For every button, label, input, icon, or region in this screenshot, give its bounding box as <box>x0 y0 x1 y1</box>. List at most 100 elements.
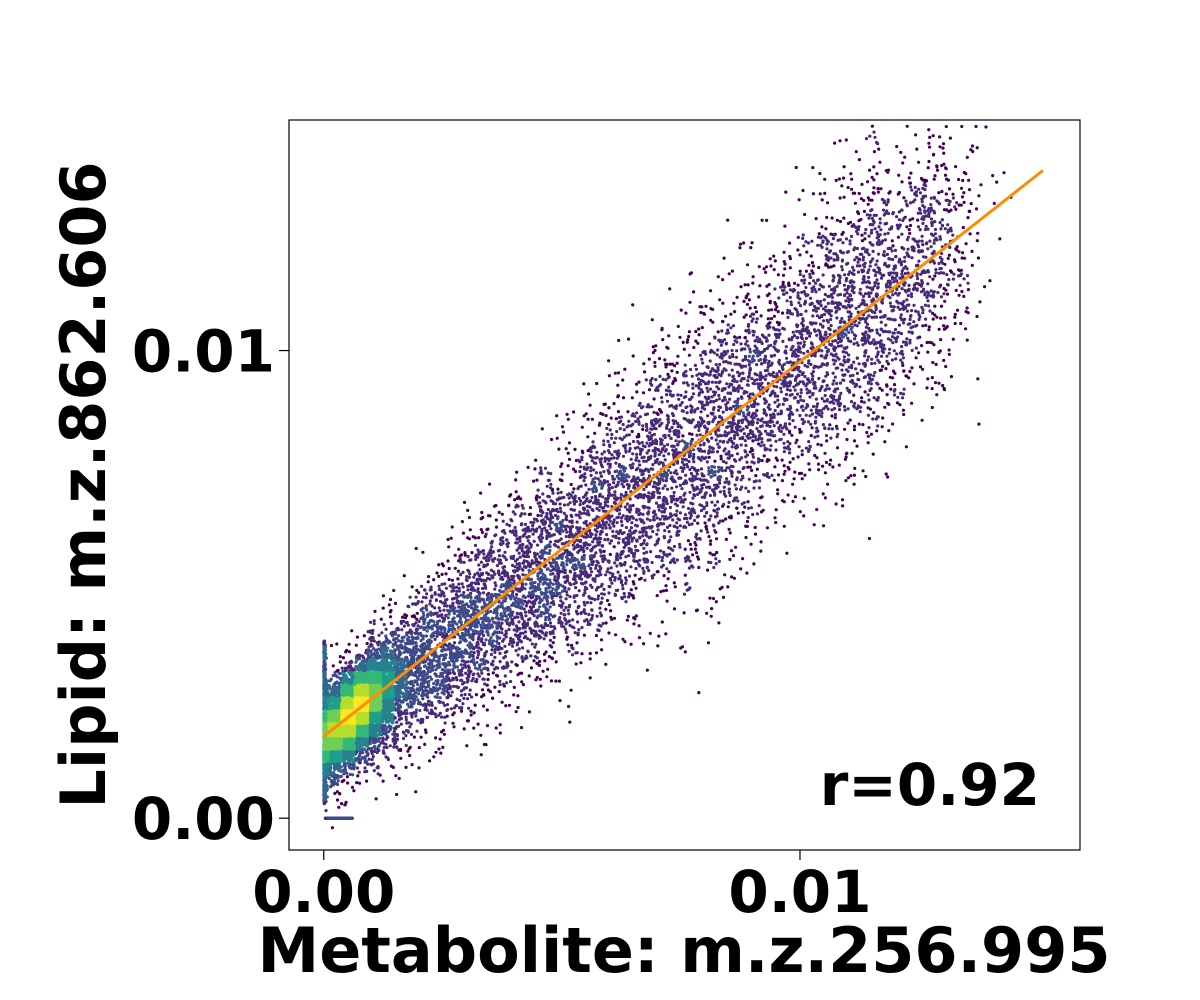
scatter-point <box>826 348 831 352</box>
scatter-point <box>451 583 455 587</box>
scatter-point <box>338 660 342 664</box>
scatter-point <box>672 524 676 528</box>
scatter-point <box>869 209 873 213</box>
scatter-point <box>867 198 872 202</box>
scatter-point <box>684 369 688 373</box>
scatter-point <box>812 404 816 409</box>
scatter-point <box>721 278 725 282</box>
scatter-point <box>783 350 787 354</box>
scatter-point <box>702 311 706 315</box>
scatter-point <box>612 441 616 445</box>
scatter-point <box>583 603 587 607</box>
scatter-point <box>860 399 864 404</box>
scatter-point <box>709 614 713 618</box>
scatter-point <box>622 428 626 432</box>
scatter-point <box>768 448 772 452</box>
scatter-point <box>767 403 771 407</box>
scatter-point <box>868 134 872 138</box>
scatter-point <box>662 553 667 557</box>
scatter-point <box>947 209 951 214</box>
scatter-point <box>850 177 854 181</box>
scatter-point <box>744 486 748 490</box>
scatter-point <box>771 389 775 393</box>
scatter-point <box>793 388 797 392</box>
scatter-point <box>748 450 752 454</box>
scatter-point <box>730 575 734 579</box>
scatter-point <box>911 325 915 329</box>
scatter-point <box>684 559 688 563</box>
scatter-point <box>877 252 881 256</box>
scatter-point <box>472 672 476 676</box>
scatter-point <box>793 425 797 429</box>
scatter-point <box>846 407 850 411</box>
scatter-point <box>608 571 612 575</box>
scatter-point <box>857 321 861 325</box>
scatter-point <box>721 519 725 523</box>
scatter-point <box>489 548 493 552</box>
scatter-point <box>850 378 854 382</box>
scatter-point <box>729 514 733 518</box>
scatter-point <box>498 723 502 727</box>
scatter-point <box>520 680 524 684</box>
scatter-point <box>957 293 961 297</box>
scatter-point <box>904 445 909 449</box>
scatter-point <box>988 279 992 283</box>
scatter-point <box>933 174 937 178</box>
scatter-point <box>652 432 657 436</box>
scatter-point <box>862 198 866 203</box>
scatter-point <box>853 225 857 229</box>
scatter-point <box>934 268 938 272</box>
scatter-point <box>549 437 554 442</box>
scatter-point <box>476 548 480 552</box>
scatter-point <box>947 278 951 282</box>
scatter-point <box>459 693 464 697</box>
scatter-point <box>862 400 866 404</box>
scatter-point <box>707 455 711 459</box>
scatter-point <box>647 474 652 478</box>
scatter-point <box>888 301 893 305</box>
scatter-point <box>541 626 545 630</box>
scatter-point <box>733 445 738 449</box>
scatter-point <box>599 573 603 577</box>
scatter-point <box>849 234 854 238</box>
scatter-point <box>801 421 805 426</box>
scatter-point <box>759 540 763 544</box>
scatter-point <box>712 508 716 513</box>
scatter-point <box>388 597 393 602</box>
scatter-point <box>710 450 714 454</box>
scatter-point <box>846 476 851 480</box>
scatter-point <box>788 380 792 384</box>
scatter-point <box>699 410 703 414</box>
scatter-point <box>717 381 721 385</box>
scatter-point <box>624 450 628 454</box>
scatter-point <box>559 537 563 541</box>
scatter-point <box>801 233 805 237</box>
scatter-point <box>463 553 467 557</box>
scatter-point <box>678 542 682 547</box>
scatter-point <box>964 310 968 314</box>
scatter-point <box>335 790 339 794</box>
scatter-point <box>747 331 751 335</box>
scatter-point <box>748 314 753 318</box>
scatter-point <box>615 450 620 454</box>
scatter-point <box>899 313 903 317</box>
scatter-point <box>827 427 831 431</box>
scatter-point <box>857 378 861 382</box>
scatter-point <box>887 273 892 277</box>
scatter-point <box>867 536 872 541</box>
scatter-point <box>631 452 635 456</box>
scatter-point <box>681 340 685 344</box>
scatter-point <box>788 451 792 455</box>
scatter-point <box>586 466 590 470</box>
scatter-point <box>886 285 890 289</box>
scatter-point <box>823 177 827 181</box>
scatter-point <box>803 292 807 296</box>
scatter-point <box>642 362 646 366</box>
scatter-point <box>722 489 726 493</box>
scatter-point <box>804 413 808 417</box>
scatter-point <box>692 478 696 482</box>
scatter-point <box>864 349 868 353</box>
scatter-point <box>821 273 825 277</box>
scatter-point <box>424 596 428 600</box>
scatter-point <box>758 371 763 375</box>
